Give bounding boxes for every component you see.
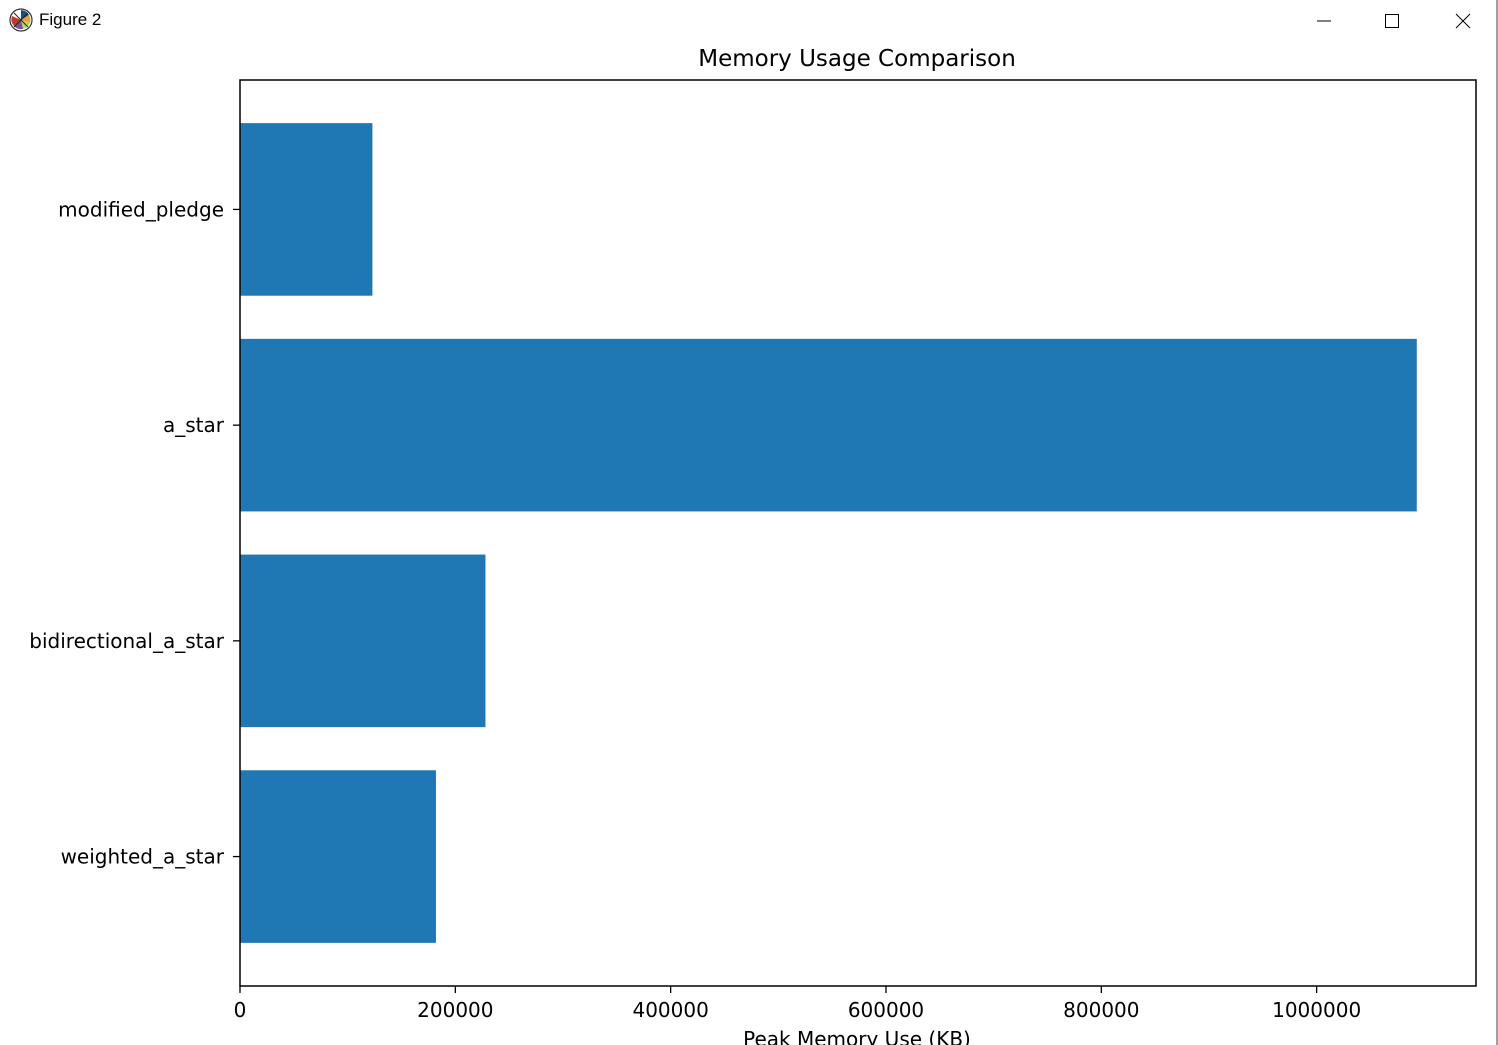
y-tick-label: weighted_a_star [61, 845, 225, 869]
bar-chart: Memory Usage Comparison modified_pledgea… [29, 46, 1477, 1045]
maximize-icon [1384, 13, 1400, 29]
minimize-icon [1316, 13, 1332, 29]
x-tick-label: 0 [234, 998, 247, 1022]
x-tick-label: 200000 [417, 998, 493, 1022]
bar-a_star [240, 338, 1417, 512]
close-button[interactable] [1428, 0, 1498, 42]
x-tick-label: 1000000 [1272, 998, 1361, 1022]
x-axis-label: Peak Memory Use (KB) [743, 1027, 971, 1045]
matplotlib-icon [9, 8, 33, 32]
bars-group [240, 123, 1417, 943]
maximize-button[interactable] [1357, 0, 1427, 42]
axes-frame [239, 79, 1477, 987]
y-tick-label: modified_pledge [58, 197, 224, 221]
title-bar[interactable]: Figure 2 [0, 0, 1496, 42]
x-tick-label: 800000 [1063, 998, 1139, 1022]
bar-weighted_a_star [240, 770, 436, 943]
window-border [1496, 0, 1498, 1045]
bar-modified_pledge [240, 123, 373, 296]
window-title: Figure 2 [39, 10, 102, 29]
y-tick-label: a_star [163, 413, 225, 437]
x-axis: 0 200000 400000 600000 800000 1000000 [234, 986, 1361, 1022]
x-tick-label: 600000 [848, 998, 924, 1022]
x-tick-label: 400000 [632, 998, 708, 1022]
bar-bidirectional_a_star [240, 554, 486, 728]
y-axis: modified_pledge a_star bidirectional_a_sta… [29, 197, 240, 869]
close-icon [1455, 13, 1471, 29]
minimize-button[interactable] [1289, 0, 1359, 42]
chart-title: Memory Usage Comparison [698, 46, 1016, 72]
y-tick-label: bidirectional_a_star [29, 629, 224, 653]
